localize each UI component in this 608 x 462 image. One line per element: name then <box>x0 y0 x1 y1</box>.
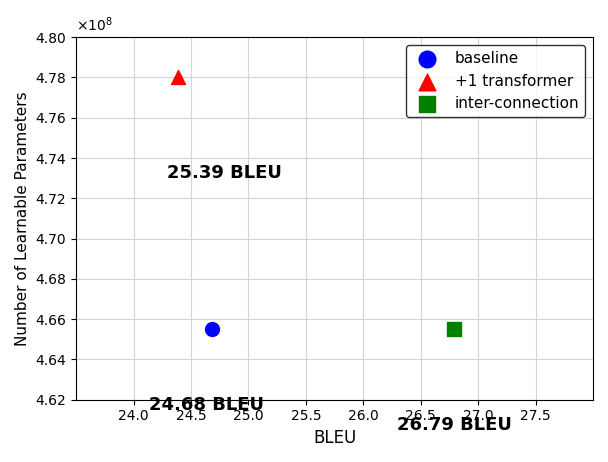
Y-axis label: Number of Learnable Parameters: Number of Learnable Parameters <box>15 91 30 346</box>
inter-connection <box>449 326 459 333</box>
Legend: baseline, +1 transformer, inter-connection: baseline, +1 transformer, inter-connecti… <box>406 45 586 117</box>
+1 transformer <box>173 74 183 81</box>
X-axis label: BLEU: BLEU <box>313 429 356 447</box>
Text: $\times 10^8$: $\times 10^8$ <box>76 15 113 34</box>
Text: 26.79 BLEU: 26.79 BLEU <box>396 416 511 434</box>
baseline <box>207 326 216 333</box>
Text: 24.68 BLEU: 24.68 BLEU <box>148 396 263 414</box>
Text: 25.39 BLEU: 25.39 BLEU <box>167 164 282 182</box>
